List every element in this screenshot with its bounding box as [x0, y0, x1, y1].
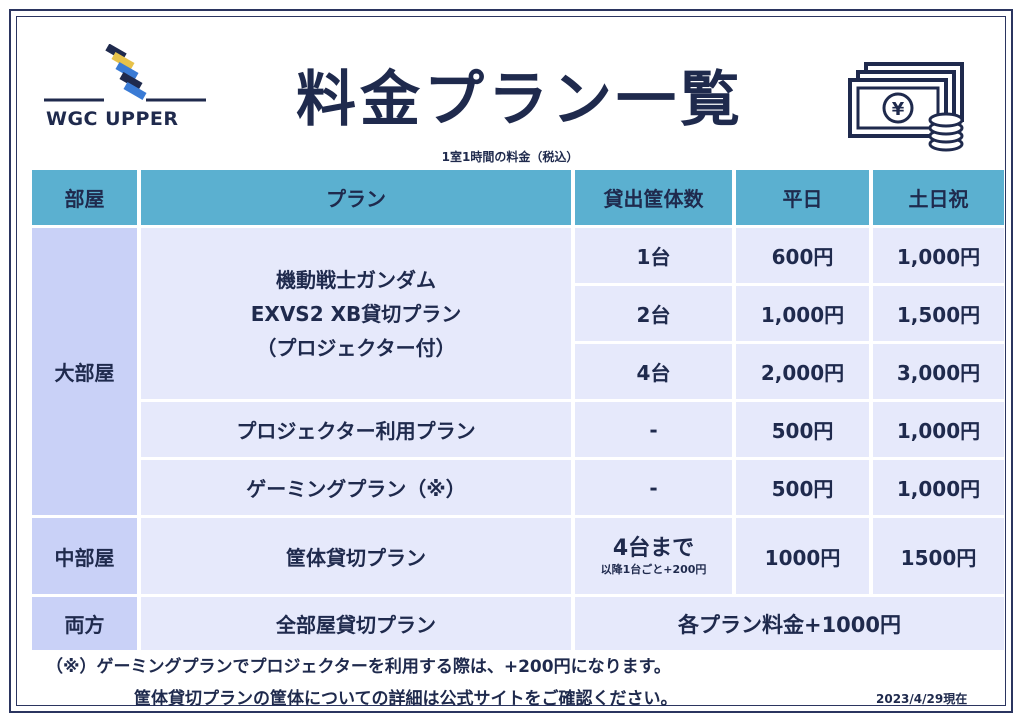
- plan-gundam-line-3: （プロジェクター付）: [256, 335, 456, 360]
- gundam-weekday-4: 2,000円: [736, 344, 869, 399]
- plan-cabinet-rental: 筐体貸切プラン: [141, 518, 571, 594]
- room-medium: 中部屋: [32, 518, 137, 594]
- projector-units: -: [575, 402, 732, 457]
- all-rooms-price: 各プラン料金+1000円: [575, 597, 1004, 650]
- outer-frame: [9, 9, 1013, 713]
- gundam-units-4: 4台: [575, 344, 732, 399]
- gundam-weekday-2: 1,000円: [736, 286, 869, 341]
- plan-gundam-line-1: 機動戦士ガンダム: [276, 267, 436, 292]
- cabinet-weekend: 1500円: [873, 518, 1004, 594]
- page-title: 料金プラン一覧: [296, 65, 744, 135]
- header-units: 貸出筐体数: [575, 170, 732, 225]
- as-of-date: 2023/4/29現在: [876, 692, 968, 706]
- projector-weekday: 500円: [736, 402, 869, 457]
- gundam-weekend-1: 1,000円: [873, 228, 1004, 283]
- gundam-units-1: 1台: [575, 228, 732, 283]
- gundam-weekend-2: 1,500円: [873, 286, 1004, 341]
- gundam-units-2: 2台: [575, 286, 732, 341]
- gaming-units: -: [575, 460, 732, 515]
- cabinet-units-note: 以降1台ごと+200円: [600, 563, 707, 576]
- inner-frame: [16, 16, 1006, 706]
- gundam-weekday-1: 600円: [736, 228, 869, 283]
- cabinet-units: 4台まで 以降1台ごと+200円: [575, 518, 732, 594]
- header-weekend: 土日祝: [873, 170, 1004, 225]
- plan-projector: プロジェクター利用プラン: [141, 402, 571, 457]
- yen-symbol: ¥: [892, 99, 905, 120]
- header-plan: プラン: [141, 170, 571, 225]
- money-icon: ¥: [848, 62, 964, 152]
- note-gaming-projector: （※）ゲーミングプランでプロジェクターを利用する際は、+200円になります。: [46, 657, 671, 677]
- projector-weekend: 1,000円: [873, 402, 1004, 457]
- note-cabinet-details: 筐体貸切プランの筐体についての詳細は公式サイトをご確認ください。: [134, 689, 678, 709]
- gundam-weekend-4: 3,000円: [873, 344, 1004, 399]
- header-room: 部屋: [32, 170, 137, 225]
- price-table: 部屋 プラン 貸出筐体数 平日 土日祝 大部屋 機動戦士ガンダム EXVS2 X…: [32, 170, 1004, 650]
- plan-gundam-line-2: EXVS2 XB貸切プラン: [250, 301, 462, 326]
- plan-all-rooms: 全部屋貸切プラン: [141, 597, 571, 650]
- room-both: 両方: [32, 597, 137, 650]
- plan-gaming: ゲーミングプラン（※）: [141, 460, 571, 515]
- cabinet-weekday: 1000円: [736, 518, 869, 594]
- logo-text: WGC UPPER: [46, 108, 179, 130]
- gaming-weekend: 1,000円: [873, 460, 1004, 515]
- plan-gundam: 機動戦士ガンダム EXVS2 XB貸切プラン （プロジェクター付）: [141, 228, 571, 399]
- room-large: 大部屋: [32, 228, 137, 515]
- gaming-weekday: 500円: [736, 460, 869, 515]
- page-subtitle: 1室1時間の料金（税込）: [441, 150, 579, 164]
- header-weekday: 平日: [736, 170, 869, 225]
- wgc-upper-logo: [44, 44, 206, 102]
- cabinet-units-main: 4台まで: [612, 536, 695, 561]
